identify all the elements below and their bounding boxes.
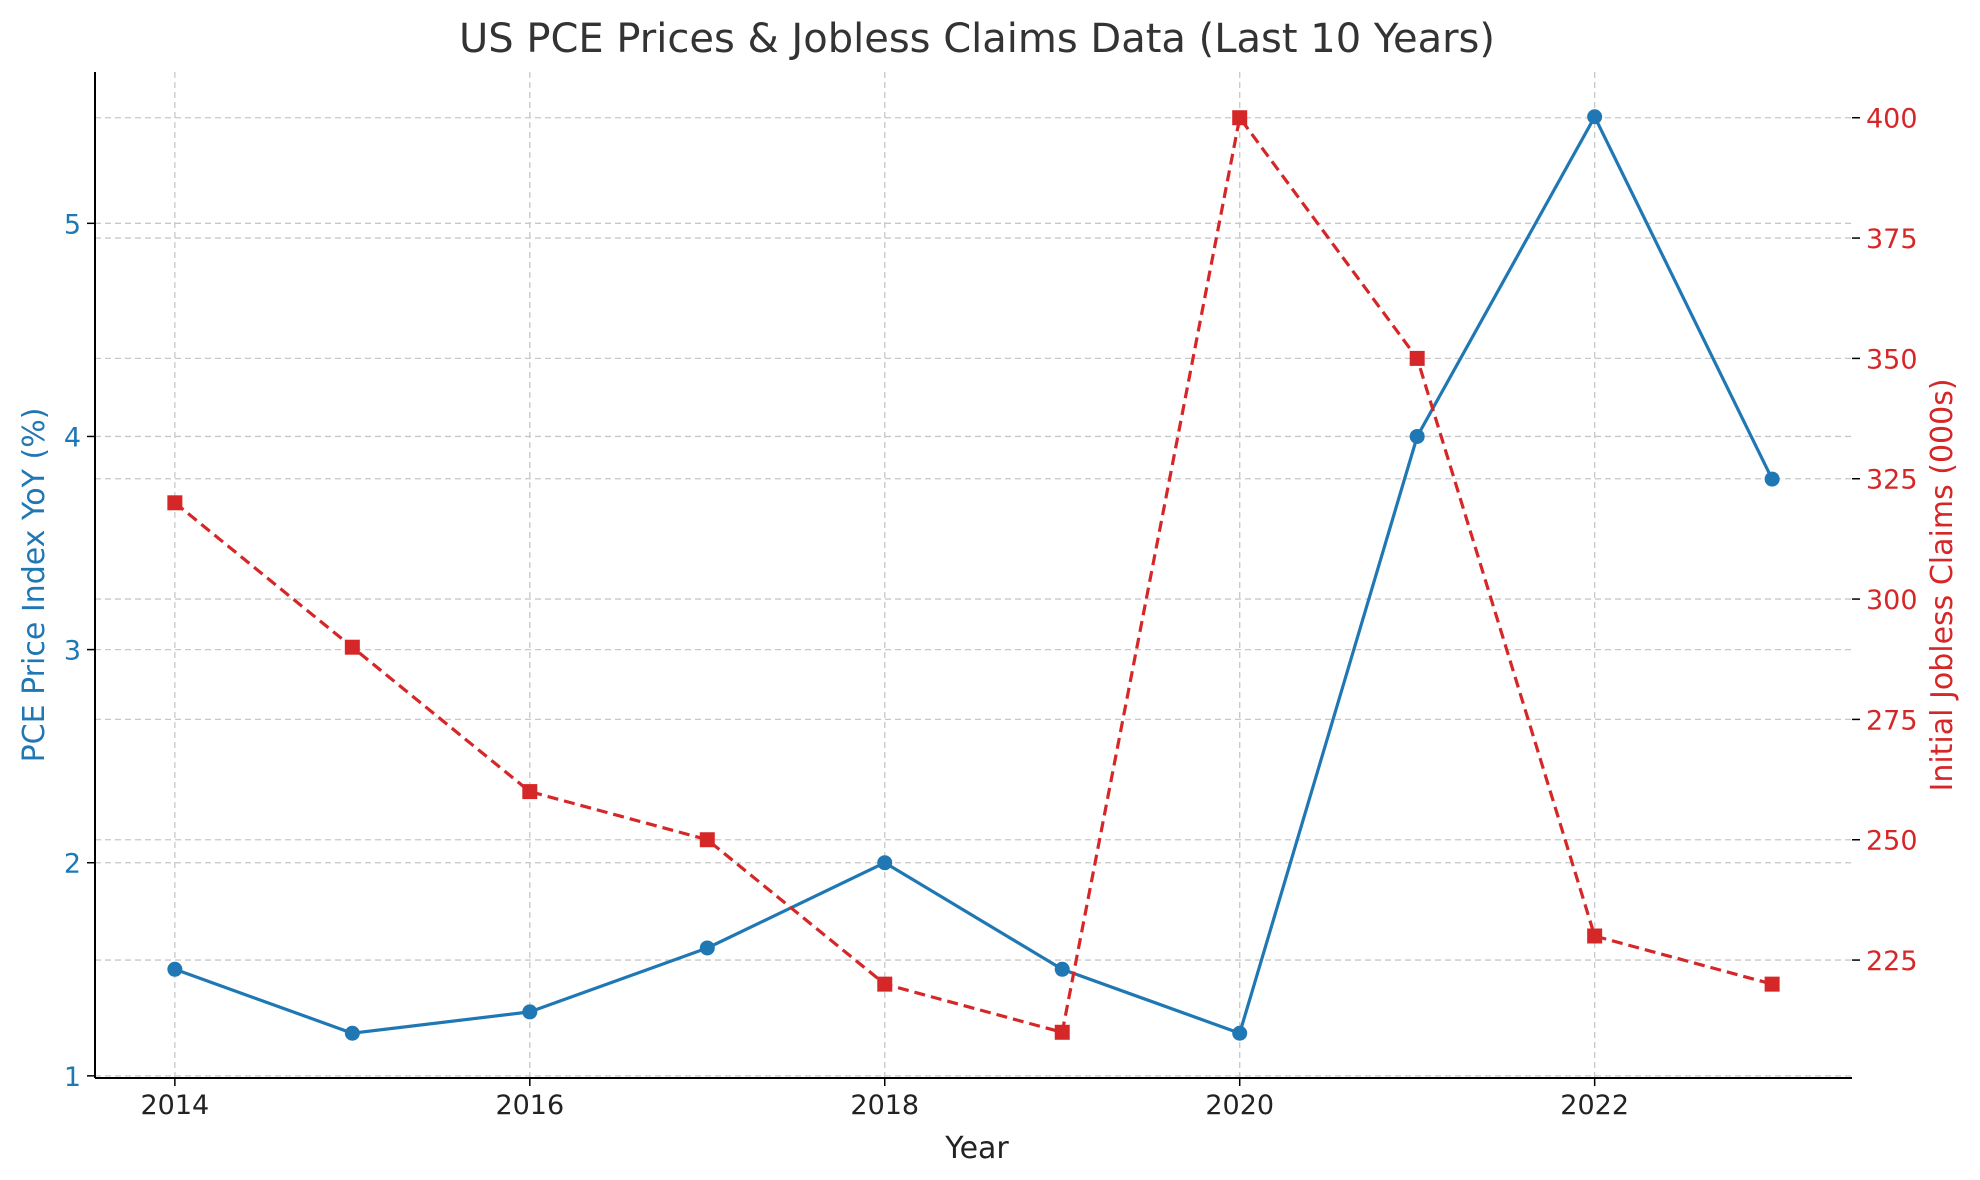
right-y-tick-label: 250 [1866,826,1918,857]
series-line-right [173,116,1773,1034]
data-point-left [167,961,183,977]
right-y-axis-label: Initial Jobless Claims (000s) [1925,378,1960,791]
data-point-right [344,639,360,655]
x-tick-label: 2014 [141,1090,210,1121]
data-point-left [1764,471,1780,487]
left-y-tick-label: 5 [64,209,81,240]
data-point-right [1232,110,1248,126]
data-point-right [167,495,183,511]
data-point-left [1587,109,1603,125]
data-point-right [1587,928,1603,944]
grid [95,72,1852,1078]
data-point-right [1409,350,1425,366]
x-tick-label: 2022 [1560,1090,1629,1121]
axes: 2014 2016 2018 2020 2022 1 2 3 4 5 225 250 275 300 325… [64,72,1918,1121]
data-point-right [699,832,715,848]
right-y-tick-label: 325 [1866,465,1918,496]
right-y-tick-label: 275 [1866,705,1918,736]
left-y-tick-label: 2 [64,849,81,880]
series-line-left [174,115,1774,1035]
series-layer [167,109,1780,1041]
x-axis-label: Year [944,1131,1009,1166]
data-point-left [1232,1025,1248,1041]
data-point-left [1409,428,1425,444]
data-point-left [522,1004,538,1020]
data-point-right [522,784,538,800]
right-y-tick-label: 400 [1866,104,1918,135]
data-point-right [877,976,893,992]
x-tick-label: 2018 [850,1090,919,1121]
x-tick-label: 2020 [1205,1090,1274,1121]
right-y-tick-label: 300 [1866,585,1918,616]
right-y-tick-label: 375 [1866,224,1918,255]
left-y-tick-label: 4 [64,422,81,453]
right-y-tick-label: 225 [1866,946,1918,977]
right-y-tick-label: 350 [1866,344,1918,375]
data-point-left [344,1025,360,1041]
data-point-left [1054,961,1070,977]
left-y-axis-label: PCE Price Index YoY (%) [17,408,52,763]
x-tick-label: 2016 [495,1090,564,1121]
data-point-left [877,855,893,871]
data-point-right [1764,976,1780,992]
data-point-left [699,940,715,956]
chart-title: US PCE Prices & Jobless Claims Data (Las… [459,16,1495,62]
left-y-tick-label: 1 [64,1062,81,1093]
left-y-tick-label: 3 [64,636,81,667]
data-point-right [1054,1024,1070,1040]
